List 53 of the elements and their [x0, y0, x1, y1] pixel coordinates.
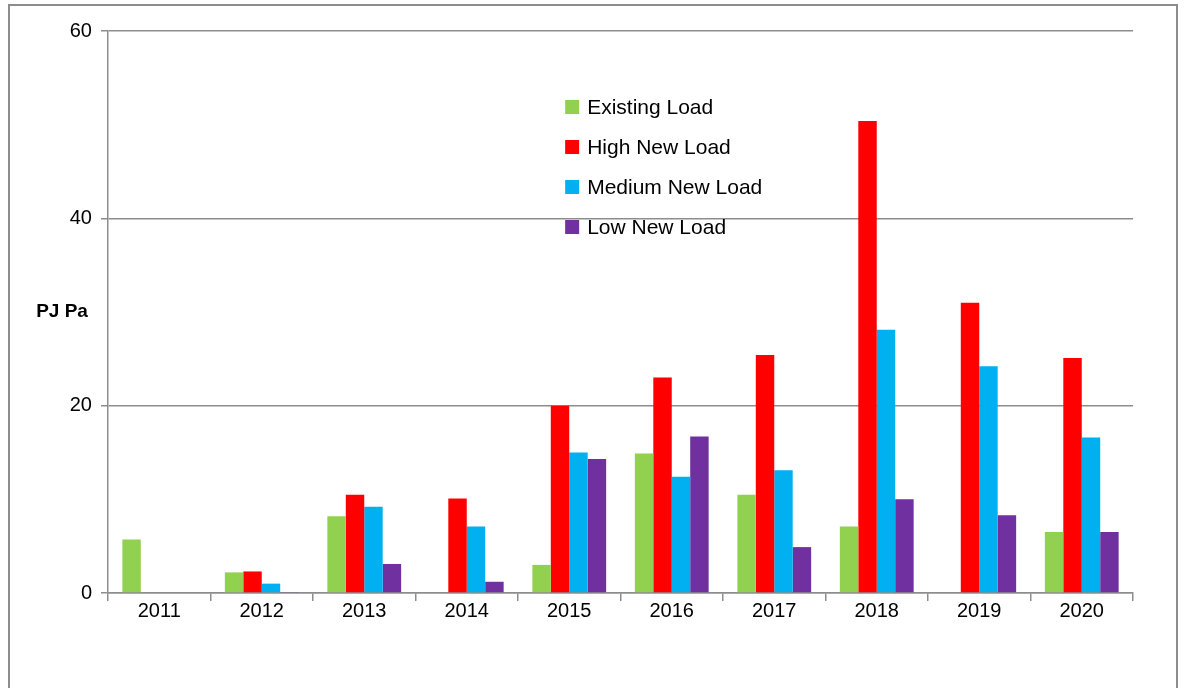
- bar: [858, 120, 877, 593]
- bar: [839, 526, 859, 593]
- x-tick-label: 2011: [137, 598, 181, 621]
- y-axis-title: PJ Pa: [36, 300, 89, 322]
- bar: [774, 470, 793, 593]
- bar: [1044, 532, 1064, 593]
- x-tick-label: 2016: [649, 598, 694, 621]
- bar: [532, 564, 551, 593]
- x-tick-label: 2013: [342, 598, 387, 621]
- bar: [382, 563, 402, 593]
- legend-label: Medium New Load: [587, 174, 763, 198]
- bar: [1100, 532, 1119, 593]
- y-tick-label: 40: [69, 205, 92, 228]
- bar: [569, 452, 588, 593]
- bar: [690, 436, 709, 593]
- x-tick-label: 2012: [239, 598, 284, 621]
- bar: [327, 516, 346, 593]
- legend-label: Existing Load: [587, 94, 714, 118]
- bar: [876, 329, 896, 593]
- x-tick-label: 2014: [444, 598, 489, 621]
- bar: [587, 459, 607, 593]
- bar: [653, 377, 672, 593]
- bar: [1081, 437, 1101, 593]
- bar: [997, 515, 1017, 593]
- bar: [224, 572, 244, 593]
- bar: [671, 476, 691, 593]
- bar: [895, 499, 914, 593]
- bar: [755, 355, 775, 593]
- x-tick-label: 2015: [547, 598, 592, 621]
- bar: [792, 547, 812, 593]
- bar: [634, 453, 654, 593]
- legend-label: Low New Load: [587, 214, 727, 238]
- x-tick-label: 2018: [854, 598, 899, 621]
- bar: [550, 405, 570, 593]
- bar: [243, 571, 262, 593]
- bar: [979, 366, 998, 593]
- bar: [1063, 357, 1082, 593]
- x-tick-label: 2017: [752, 598, 797, 621]
- bar: [345, 494, 365, 593]
- x-tick-label: 2019: [957, 598, 1002, 621]
- y-tick-label: 20: [69, 393, 92, 416]
- bar: [261, 583, 281, 593]
- bar: [960, 302, 980, 593]
- x-tick-label: 2020: [1059, 598, 1104, 621]
- legend-label: High New Load: [587, 134, 731, 158]
- bar: [122, 539, 141, 593]
- bar: [466, 526, 486, 593]
- bar: [364, 506, 383, 593]
- bar: [448, 498, 467, 593]
- bar: [737, 494, 756, 593]
- y-tick-label: 0: [80, 580, 92, 603]
- bar: [485, 581, 504, 593]
- y-tick-label: 60: [69, 18, 92, 41]
